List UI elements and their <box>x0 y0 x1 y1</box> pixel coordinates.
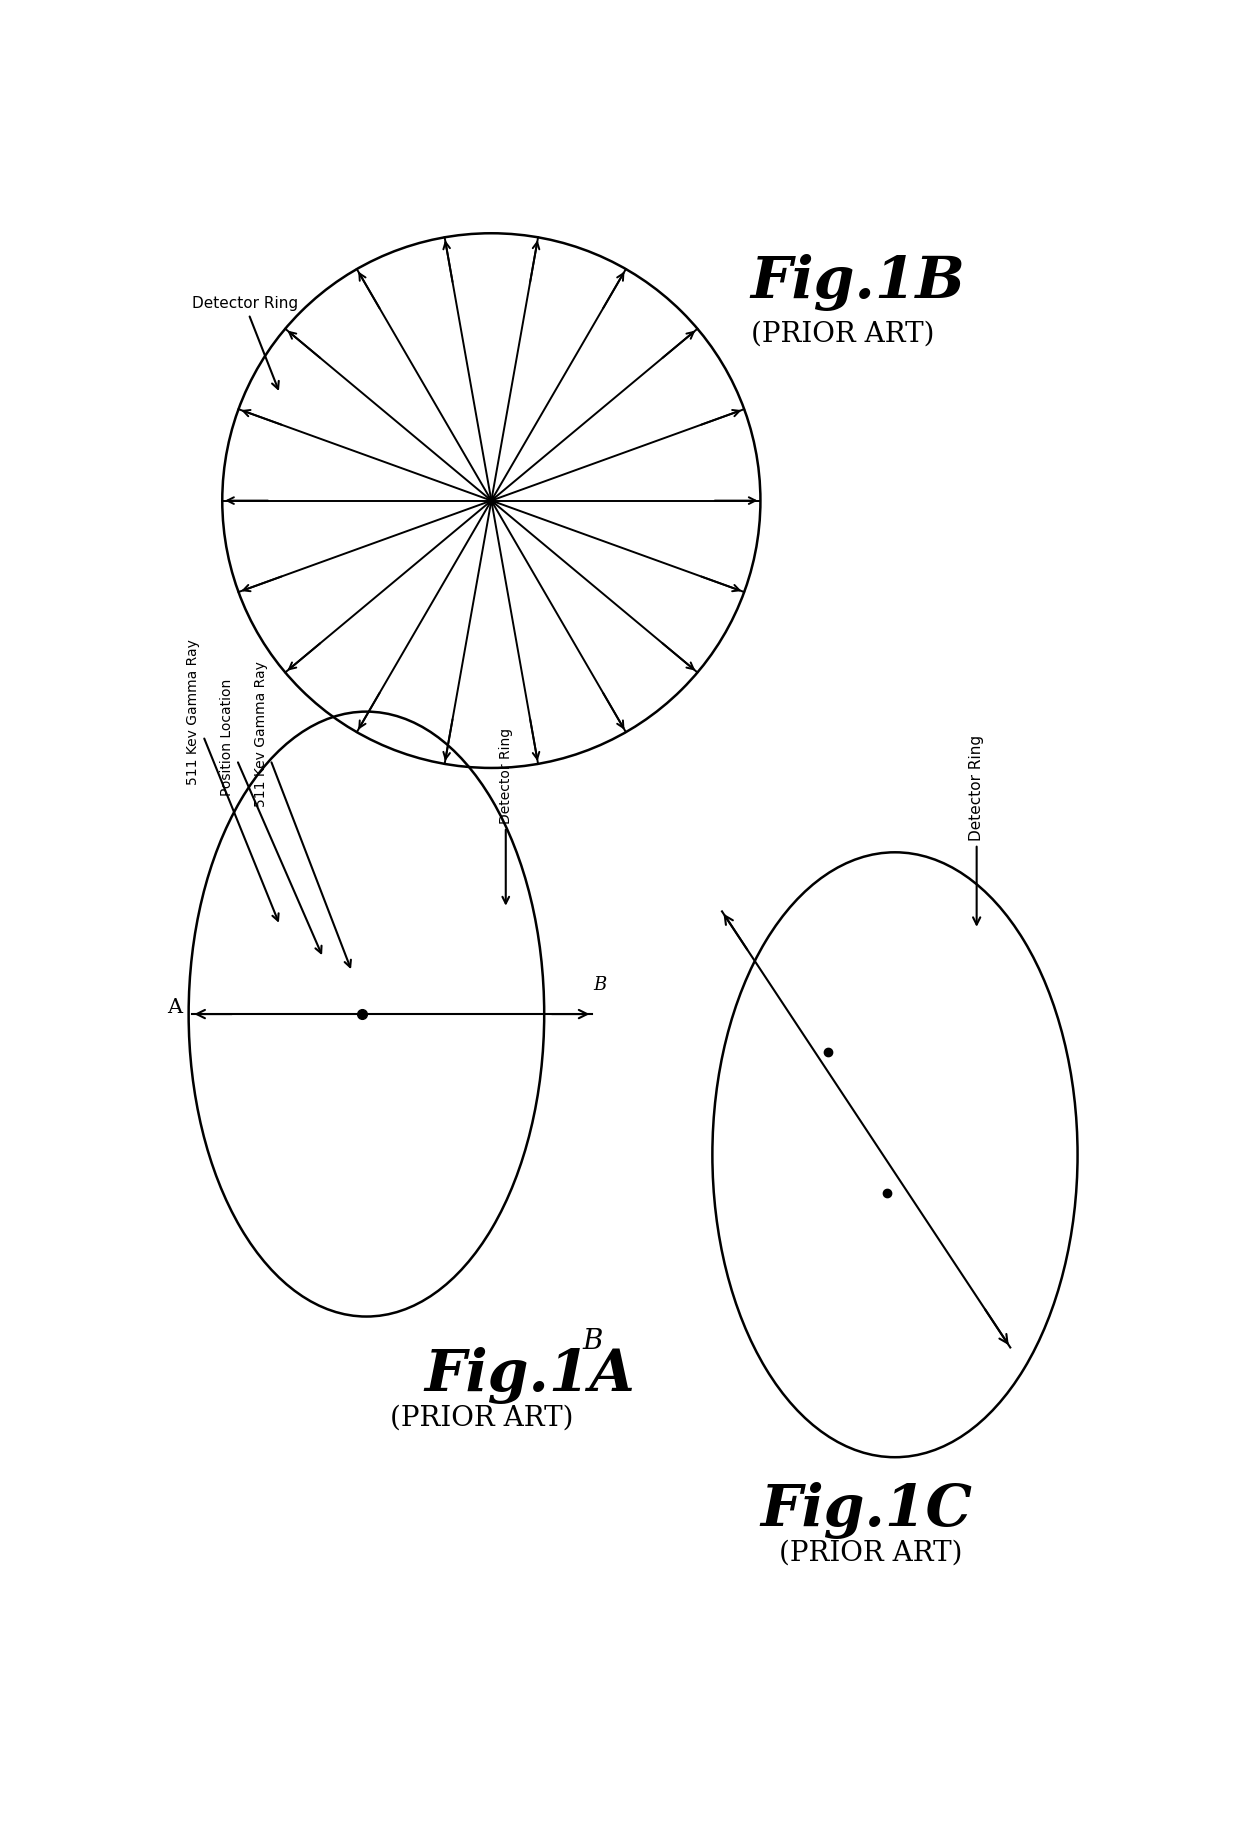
Text: B: B <box>593 976 606 994</box>
Text: (PRIOR ART): (PRIOR ART) <box>751 322 934 349</box>
Text: Detector Ring: Detector Ring <box>191 296 298 389</box>
Text: (PRIOR ART): (PRIOR ART) <box>779 1540 962 1566</box>
Text: Position Location: Position Location <box>219 680 321 954</box>
Text: Fig.1B: Fig.1B <box>751 254 966 311</box>
Text: Fig.1C: Fig.1C <box>760 1482 972 1538</box>
Text: Detector Ring: Detector Ring <box>498 727 513 904</box>
Text: (PRIOR ART): (PRIOR ART) <box>391 1405 574 1431</box>
Text: Fig.1A: Fig.1A <box>424 1346 635 1405</box>
Text: 511 Kev Gamma Ray: 511 Kev Gamma Ray <box>254 661 351 966</box>
Text: A: A <box>167 998 182 1016</box>
Text: Detector Ring: Detector Ring <box>970 734 985 924</box>
Text: B: B <box>583 1328 603 1354</box>
Text: 511 Kev Gamma Ray: 511 Kev Gamma Ray <box>186 639 279 921</box>
